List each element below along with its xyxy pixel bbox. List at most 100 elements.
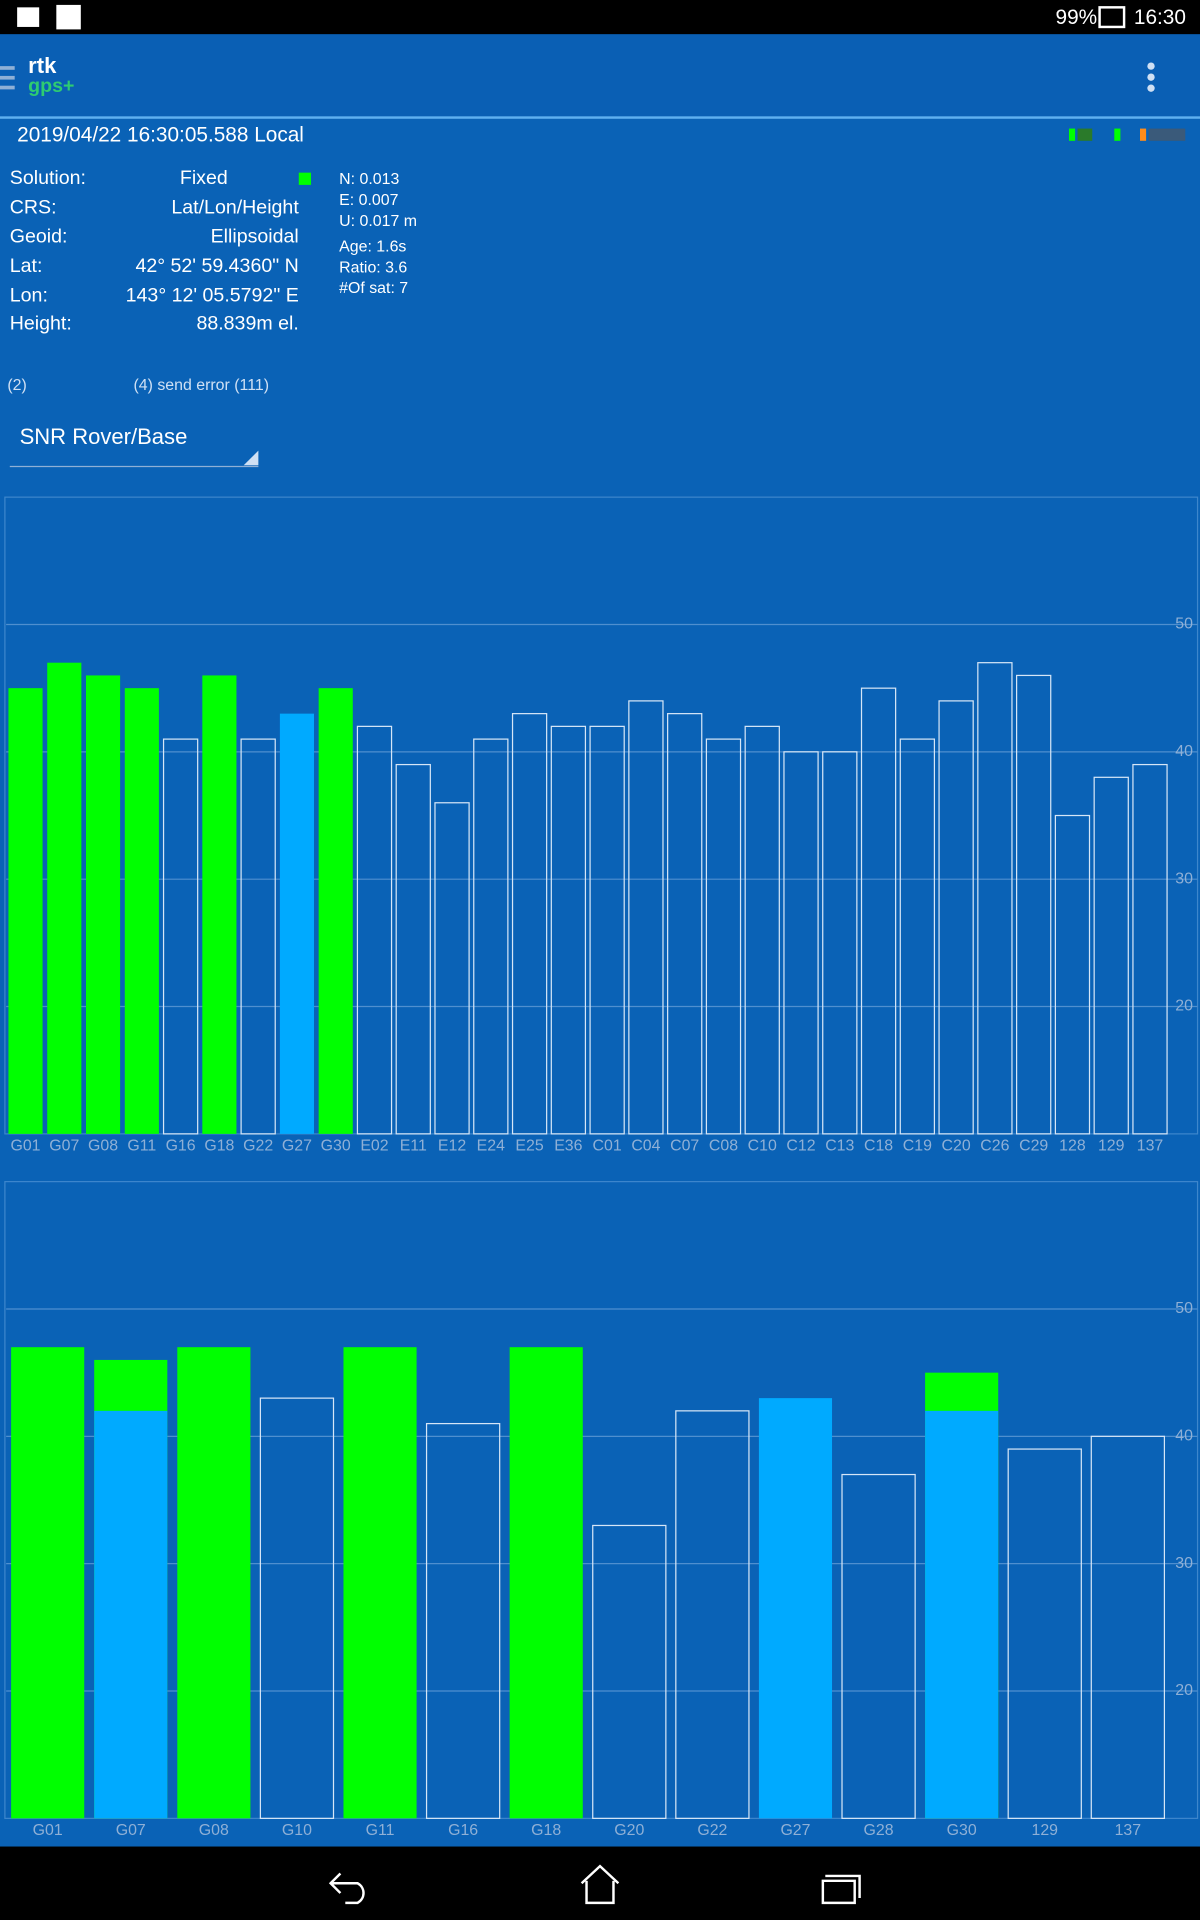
bar: [860, 687, 897, 1135]
bar: [240, 738, 276, 1135]
dropdown-label[interactable]: SNR Rover/Base: [20, 424, 188, 449]
bar: [758, 1398, 833, 1819]
x-tick-label: C18: [864, 1137, 893, 1154]
bar: [938, 700, 974, 1135]
bar: [8, 688, 43, 1134]
x-tick-label: G20: [614, 1822, 644, 1839]
x-tick-label: G08: [199, 1822, 229, 1839]
info-label: Lon:: [10, 284, 48, 306]
bar: [822, 751, 858, 1135]
link-status: (2): [7, 377, 26, 394]
x-tick-label: G27: [282, 1137, 312, 1154]
x-tick-label: G27: [780, 1822, 810, 1839]
x-tick-label: E36: [554, 1137, 582, 1154]
bar: [511, 713, 548, 1135]
x-tick-label: E11: [400, 1137, 427, 1154]
bar: [667, 713, 703, 1135]
y-tick-label: 20: [1175, 998, 1193, 1015]
status-icon: [56, 4, 81, 30]
status-bar: [0, 0, 1200, 35]
x-tick-label: 137: [1137, 1137, 1164, 1154]
x-tick-label: E25: [515, 1137, 543, 1154]
accuracy-value: Age: 1.6s: [339, 239, 406, 256]
bar: [705, 738, 742, 1135]
x-tick-label: C01: [593, 1137, 622, 1154]
app-bar: [0, 34, 1200, 118]
x-tick-label: G11: [366, 1822, 395, 1839]
bar: [550, 725, 587, 1135]
bar: [1016, 674, 1052, 1135]
x-tick-label: G11: [127, 1137, 156, 1154]
info-label: Lat:: [10, 255, 43, 277]
bar: [202, 675, 237, 1134]
x-tick-label: G07: [116, 1822, 146, 1839]
y-tick-label: 30: [1175, 1555, 1193, 1572]
recents-button[interactable]: [821, 1873, 861, 1905]
logo: rtk: [28, 53, 57, 78]
charts: 20 30 40 50 G01 G07 G08 G11 G16 G18 G22 G27 G30 E02 E1…: [4, 496, 1199, 1839]
info-value: 88.839m el.: [196, 313, 298, 335]
bar: [899, 738, 936, 1135]
bar: [259, 1397, 335, 1819]
timestamp: 2019/04/22 16:30:05.588 Local: [17, 123, 304, 146]
bar: [841, 1473, 916, 1819]
dropdown[interactable]: SNR Rover/Base: [9, 424, 259, 468]
x-tick-label: C19: [903, 1137, 932, 1154]
bar: [279, 713, 314, 1134]
x-tick-label: G01: [33, 1822, 63, 1839]
info-value: Lat/Lon/Height: [171, 196, 299, 218]
bar: [318, 688, 353, 1134]
x-tick-label: 129: [1031, 1822, 1058, 1839]
status-icon: [17, 7, 40, 27]
x-tick-label: G10: [282, 1822, 312, 1839]
x-tick-label: 129: [1098, 1137, 1125, 1154]
bar: [47, 662, 82, 1134]
back-button[interactable]: [328, 1872, 365, 1905]
link-indicator: [1068, 128, 1186, 141]
bar: [11, 1347, 85, 1819]
bar: [628, 700, 664, 1135]
x-tick-label: G30: [947, 1822, 977, 1839]
info-value: 42° 52' 59.4360" N: [135, 255, 298, 277]
x-tick-label: C12: [786, 1137, 815, 1154]
bar: [744, 725, 780, 1135]
accuracy-value: U: 0.017 m: [339, 213, 417, 230]
bar: [1132, 763, 1168, 1135]
bar: [124, 688, 159, 1134]
x-tick-label: E24: [477, 1137, 505, 1154]
x-tick-label: G16: [166, 1137, 196, 1154]
x-tick-label: C20: [942, 1137, 971, 1154]
bar: [177, 1347, 251, 1819]
x-tick-label: 128: [1059, 1137, 1086, 1154]
info-value: Fixed: [180, 167, 228, 189]
bar: [1007, 1448, 1082, 1819]
bar: [509, 1347, 583, 1819]
x-tick-label: C29: [1019, 1137, 1048, 1154]
x-tick-label: C08: [709, 1137, 738, 1154]
y-tick-label: 30: [1175, 870, 1193, 887]
bar: [1054, 814, 1091, 1135]
battery: 99%: [1056, 6, 1098, 29]
x-tick-label: C13: [825, 1137, 854, 1154]
y-tick-label: 20: [1175, 1682, 1193, 1699]
x-tick-label: C10: [748, 1137, 777, 1154]
logo: gps+: [28, 75, 74, 97]
chart-panel: [4, 496, 1199, 1135]
menu-button[interactable]: [0, 66, 15, 90]
x-tick-label: 137: [1115, 1822, 1142, 1839]
bar: [356, 725, 393, 1135]
info-value: 143° 12' 05.5792" E: [126, 284, 299, 306]
x-tick-label: E02: [360, 1137, 388, 1154]
bar: [395, 763, 431, 1135]
x-tick-label: C07: [670, 1137, 699, 1154]
overflow-menu[interactable]: [1147, 62, 1155, 92]
home-button[interactable]: [580, 1864, 620, 1905]
x-tick-label: G01: [10, 1137, 40, 1154]
accuracy-value: #Of sat: 7: [339, 280, 408, 297]
fix-indicator: [298, 172, 312, 185]
x-tick-label: C04: [631, 1137, 660, 1154]
info-value: Ellipsoidal: [211, 226, 299, 248]
bar: [925, 1410, 999, 1819]
info-label: Height:: [10, 313, 72, 335]
